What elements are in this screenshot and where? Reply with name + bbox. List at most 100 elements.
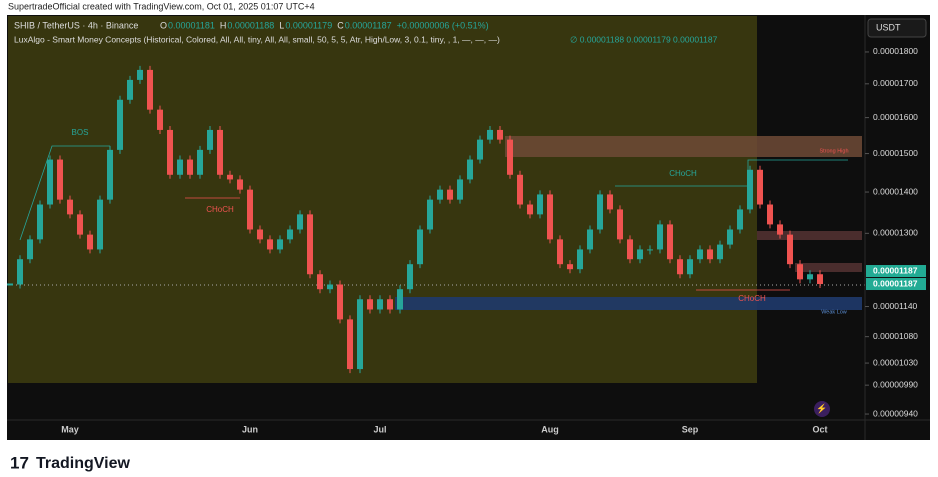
candle: [97, 199, 103, 250]
x-tick-label: Jul: [373, 424, 386, 434]
candle: [387, 299, 393, 310]
candle: [77, 214, 83, 235]
candle: [257, 229, 263, 240]
candle: [427, 199, 433, 230]
candle: [637, 249, 643, 260]
candle: [557, 239, 563, 265]
ohlc-label: 0.00001188: [227, 20, 274, 30]
ohlc-label: C: [337, 20, 344, 30]
candle: [127, 79, 133, 100]
candle: [587, 229, 593, 250]
structure-line: [19, 145, 110, 241]
candle: [617, 209, 623, 240]
candle: [47, 159, 53, 205]
candle: [157, 109, 163, 130]
candle: [707, 249, 713, 260]
candle: [457, 179, 463, 200]
candle: [777, 224, 783, 235]
candle: [747, 169, 753, 210]
candle: [567, 264, 573, 270]
candle: [137, 69, 143, 80]
candle: [337, 284, 343, 320]
candle: [597, 194, 603, 230]
candle: [487, 129, 493, 140]
alert-icon-glyph: ⚡: [816, 402, 827, 414]
logo: TradingView: [36, 455, 131, 472]
candle: [287, 229, 293, 240]
candle: [667, 224, 673, 260]
candle: [37, 204, 43, 240]
candle: [297, 214, 303, 230]
candle: [57, 159, 63, 200]
candle: [517, 174, 523, 205]
y-tick-label: 0.00001700: [873, 78, 918, 88]
y-tick-label: 0.00000990: [873, 379, 918, 389]
symbol: SHIB / TetherUS · 4h · Binance: [14, 20, 138, 30]
x-tick-label: Oct: [812, 424, 827, 434]
zone-demand: [395, 297, 862, 310]
zone-supply: [505, 136, 862, 157]
candle: [497, 129, 503, 140]
annotation: Strong High: [819, 148, 848, 154]
ohlc-label: 0.00001181: [168, 20, 215, 30]
ohlc-label: +0.00000006 (+0.51%): [397, 20, 489, 30]
zone-ob: [757, 231, 862, 240]
candle: [67, 199, 73, 215]
candle: [717, 244, 723, 260]
annotation: Weak Low: [821, 309, 847, 315]
candle: [7, 283, 13, 286]
ohlc-label: 0.00001179: [285, 20, 332, 30]
ohlc-label: H: [220, 20, 227, 30]
candle: [367, 299, 373, 310]
y-tick-label: 0.00001300: [873, 228, 918, 238]
indicator-values: ∅ 0.00001188 0.00001179 0.00001187: [570, 34, 718, 44]
candle: [197, 149, 203, 175]
candle: [357, 299, 363, 370]
ohlc-label: L: [279, 20, 284, 30]
candle: [217, 129, 223, 175]
candle: [407, 264, 413, 290]
candle: [577, 249, 583, 270]
y-tick-label: 0.00001600: [873, 112, 918, 122]
alert-icon[interactable]: [814, 401, 830, 417]
y-tick-label: 0.00001500: [873, 148, 918, 158]
candle: [327, 284, 333, 290]
annotation: CHoCH: [206, 205, 234, 214]
y-tick-label: 0.00001800: [873, 46, 918, 56]
candle: [757, 169, 763, 205]
candle: [247, 189, 253, 230]
candle: [797, 264, 803, 280]
annotation: BOS: [72, 128, 89, 137]
candle: [87, 234, 93, 250]
candle: [147, 69, 153, 110]
y-tick-label: 0.00001030: [873, 357, 918, 367]
last-price-box: [866, 265, 926, 278]
y-tick-label: 0.00000940: [873, 408, 918, 418]
zone-premium: [8, 16, 757, 383]
candle: [767, 204, 773, 225]
candle: [377, 299, 383, 310]
candle: [627, 239, 633, 260]
candle: [677, 259, 683, 275]
x-tick-label: May: [61, 424, 79, 434]
candle: [167, 129, 173, 175]
indicator: LuxAlgo - Smart Money Concepts (Historic…: [14, 34, 500, 44]
candle: [347, 319, 353, 370]
currency[interactable]: USDT: [876, 22, 901, 32]
candle: [727, 229, 733, 245]
last-price-box: [866, 278, 926, 291]
candle: [537, 194, 543, 215]
candle: [277, 239, 283, 250]
x-tick-label: Aug: [541, 424, 559, 434]
candle: [227, 174, 233, 180]
candle: [687, 259, 693, 275]
annotation: CHoCH: [738, 294, 766, 303]
candle: [507, 139, 513, 175]
candle: [207, 129, 213, 150]
currency-button[interactable]: [867, 18, 927, 38]
candle: [237, 179, 243, 190]
candle: [547, 194, 553, 240]
candle: [437, 189, 443, 200]
candle: [647, 249, 653, 251]
